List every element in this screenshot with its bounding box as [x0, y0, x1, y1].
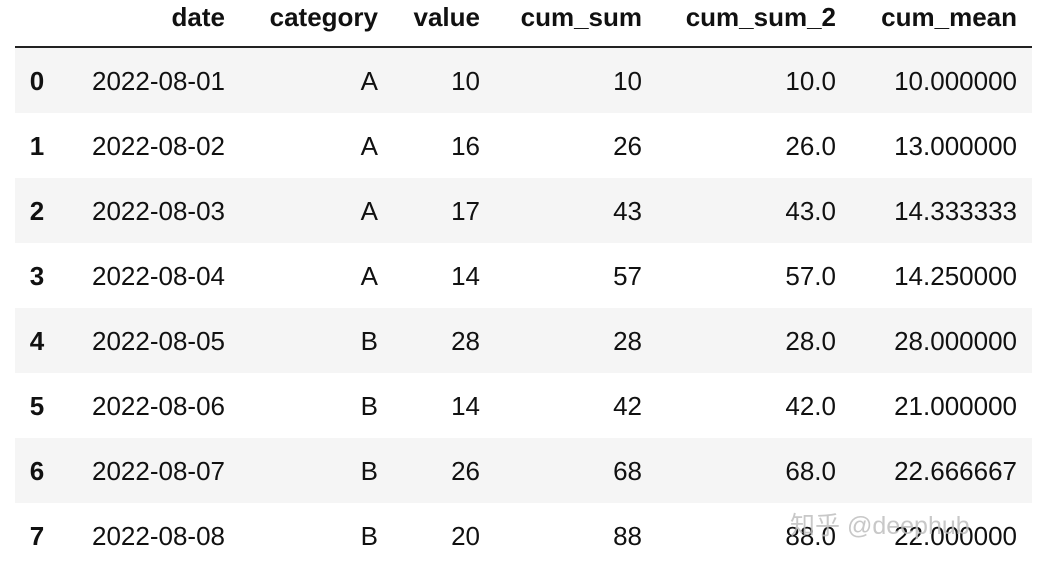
table-cell: 10	[451, 65, 480, 96]
table-cell: 28.0	[785, 325, 836, 356]
table-cell: 14	[451, 260, 480, 291]
table-cell: 88.0	[785, 520, 836, 551]
table-cell: 2022-08-01	[92, 65, 225, 96]
table-cell: 68	[613, 455, 642, 486]
table-cell: 20	[451, 520, 480, 551]
row-index: 0	[29, 65, 45, 96]
table-cell: 13.000000	[894, 130, 1017, 161]
row-index: 2	[29, 195, 45, 226]
column-header: cum_sum	[520, 2, 642, 32]
table-cell: 26.0	[785, 130, 836, 161]
table-cell: 28.000000	[894, 325, 1017, 356]
table-cell: 43.0	[785, 195, 836, 226]
table-cell: 57.0	[785, 260, 836, 291]
table-cell: 10	[613, 65, 642, 96]
row-index: 5	[29, 390, 45, 421]
column-header: date	[171, 2, 225, 32]
table-cell: 22.000000	[894, 520, 1017, 551]
table-cell: A	[360, 195, 378, 226]
row-stripe	[15, 48, 1032, 113]
table-cell: A	[360, 260, 378, 291]
table-cell: 2022-08-02	[92, 130, 225, 161]
column-header: cum_sum_2	[685, 2, 836, 32]
table-cell: 14.250000	[894, 260, 1017, 291]
row-stripe	[15, 438, 1032, 503]
table-cell: 43	[613, 195, 642, 226]
table-cell: 17	[451, 195, 480, 226]
table-cell: 2022-08-05	[92, 325, 225, 356]
table-cell: 26	[451, 455, 480, 486]
column-header: cum_mean	[881, 2, 1017, 32]
table-cell: 26	[613, 130, 642, 161]
table-cell: 2022-08-08	[92, 520, 225, 551]
table-cell: B	[360, 520, 378, 551]
table-cell: 10.0	[785, 65, 836, 96]
table-cell: A	[360, 130, 378, 161]
column-header: category	[269, 2, 378, 32]
row-stripe	[15, 178, 1032, 243]
table-cell: 68.0	[785, 455, 836, 486]
table-cell: 28	[613, 325, 642, 356]
table-cell: 16	[451, 130, 480, 161]
header-rule	[15, 46, 1032, 48]
table-cell: 2022-08-06	[92, 390, 225, 421]
table-cell: 2022-08-04	[92, 260, 225, 291]
table-cell: 88	[613, 520, 642, 551]
column-header: value	[413, 2, 481, 32]
table-cell: 42	[613, 390, 642, 421]
table-cell: 10.000000	[894, 65, 1017, 96]
table-cell: 21.000000	[894, 390, 1017, 421]
row-stripe	[15, 308, 1032, 373]
table-cell: 2022-08-07	[92, 455, 225, 486]
table-cell: 2022-08-03	[92, 195, 225, 226]
table-cell: 14	[451, 390, 480, 421]
table-cell: B	[360, 455, 378, 486]
table-cell: 57	[613, 260, 642, 291]
row-index: 7	[29, 520, 45, 551]
table-cell: B	[360, 325, 378, 356]
row-index: 3	[29, 260, 45, 291]
row-index: 1	[29, 130, 45, 161]
table-cell: B	[360, 390, 378, 421]
table-cell: 14.333333	[894, 195, 1017, 226]
watermark: 知乎 @deephub	[790, 512, 970, 540]
table-cell: 42.0	[785, 390, 836, 421]
row-index: 6	[29, 455, 45, 486]
table-cell: 22.666667	[894, 455, 1017, 486]
row-index: 4	[29, 325, 45, 356]
table-cell: 28	[451, 325, 480, 356]
table-cell: A	[360, 65, 378, 96]
